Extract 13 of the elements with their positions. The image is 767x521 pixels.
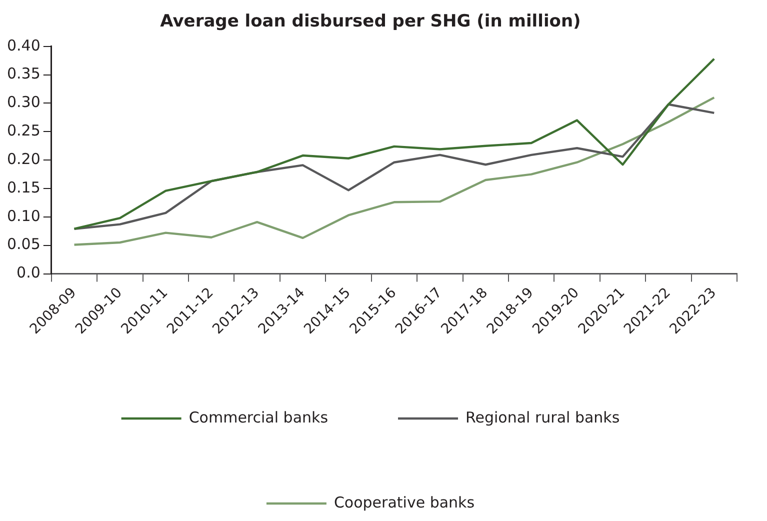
legend-label: Cooperative banks [334, 493, 475, 512]
chart-title: Average loan disbursed per SHG (in million) [160, 12, 581, 32]
y-tick-label: 0.10 [6, 206, 40, 225]
y-tick-label: 0.15 [6, 178, 40, 196]
y-tick-label: 0.20 [6, 150, 40, 168]
y-tick-label: 0.40 [6, 36, 40, 54]
y-tick-label: 0.25 [6, 122, 40, 140]
legend-label: Commercial banks [188, 408, 328, 426]
y-tick-label: 0.30 [6, 93, 40, 112]
y-tick-label: 0.05 [6, 235, 40, 254]
y-tick-label: 0.35 [6, 64, 40, 83]
legend-label: Regional rural banks [466, 408, 620, 426]
y-tick-label: 0.0 [16, 264, 40, 282]
